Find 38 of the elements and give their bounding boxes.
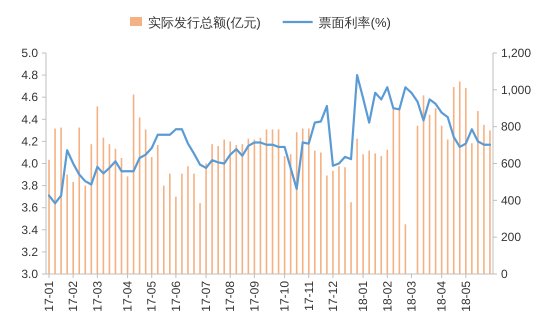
y-tick-label: 3.8 <box>21 178 38 193</box>
x-tick-label: 17-05 <box>144 280 159 312</box>
line-series <box>48 74 492 204</box>
y-tick-label: 4.6 <box>21 90 38 104</box>
legend-label: 实际发行总额(亿元) <box>148 15 261 30</box>
y-tick-label: 4.8 <box>21 68 38 82</box>
y-tick-label: 4.0 <box>21 156 38 170</box>
y2-tick-label: 0 <box>501 267 508 281</box>
x-tick-label: 17-02 <box>66 280 80 312</box>
x-tick-label: 18-02 <box>380 280 394 312</box>
y2-tick-label: 1,000 <box>501 82 532 97</box>
x-tick-label: 17-09 <box>247 280 262 312</box>
y-tick-label: 4.4 <box>21 112 38 126</box>
y2-tick-label: 600 <box>501 156 522 170</box>
legend-label: 票面利率(%) <box>318 15 391 30</box>
x-tick-label: 17-04 <box>120 280 135 312</box>
x-tick-label: 18-01 <box>356 280 370 312</box>
y-tick-label: 3.2 <box>21 244 38 259</box>
y2-tick-label: 1,200 <box>501 46 532 60</box>
x-tick-label: 17-11 <box>302 280 316 311</box>
y-tick-label: 4.2 <box>21 134 38 148</box>
y2-tick-label: 400 <box>501 193 522 208</box>
x-tick-label: 17-12 <box>326 280 340 312</box>
y-tick-label: 3.4 <box>21 222 38 237</box>
x-tick-label: 18-04 <box>434 280 449 312</box>
x-tick-label: 17-08 <box>223 280 238 312</box>
y-tick-label: 3.0 <box>21 267 38 281</box>
y2-tick-label: 200 <box>501 230 522 244</box>
x-tick-label: 18-05 <box>458 280 473 312</box>
y-tick-label: 3.6 <box>21 200 38 215</box>
y2-tick-label: 800 <box>501 120 522 134</box>
x-tick-label: 17-07 <box>199 280 214 312</box>
y-tick-label: 5.0 <box>21 46 38 60</box>
x-tick-label: 18-03 <box>404 280 418 312</box>
x-tick-label: 17-10 <box>278 280 292 312</box>
x-tick-label: 17-03 <box>90 280 104 312</box>
x-tick-label: 17-06 <box>168 280 183 312</box>
x-tick-label: 17-01 <box>42 280 56 312</box>
